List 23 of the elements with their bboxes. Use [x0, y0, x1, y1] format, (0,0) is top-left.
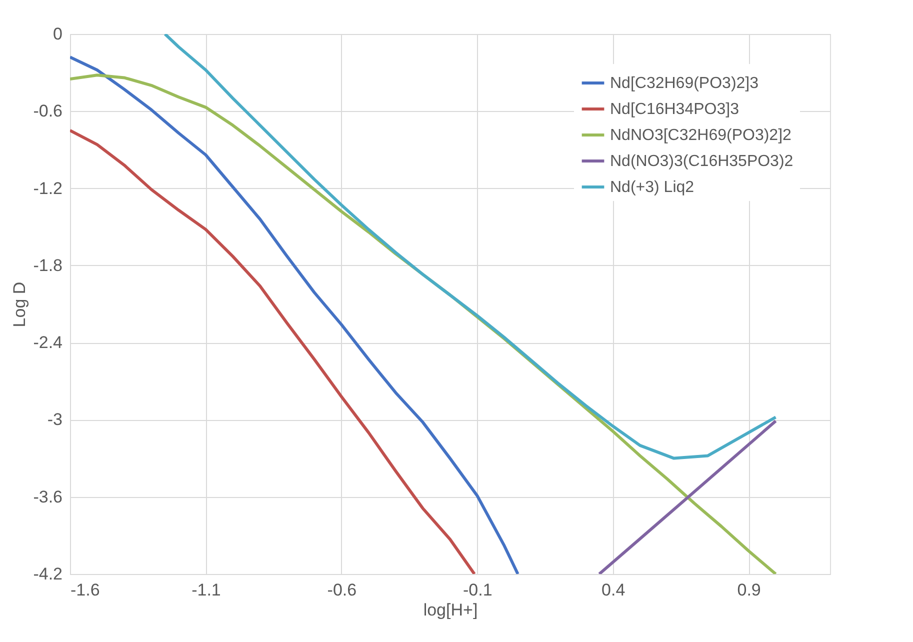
y-tick-label: -1.8	[33, 256, 62, 275]
legend-label: Nd(NO3)3(C16H35PO3)2	[610, 153, 794, 170]
x-tick-label: -0.6	[327, 580, 357, 600]
y-tick-label: -3	[47, 410, 62, 430]
legend-label: NdNO3[C32H69(PO3)2]2	[610, 127, 792, 144]
legend-label: Nd[C16H34PO3]3	[610, 101, 740, 118]
line-series	[70, 56, 520, 574]
y-axis-title: Log D	[10, 282, 30, 328]
line-series	[70, 128, 476, 574]
y-tick-label: -3.6	[33, 487, 62, 506]
x-tick-label: 0.4	[602, 580, 626, 600]
y-tick-label: -1.2	[33, 178, 62, 198]
x-tick-label: -1.6	[70, 580, 100, 600]
x-tick-label: -1.1	[192, 580, 221, 600]
x-tick-label: -0.1	[462, 580, 492, 600]
x-tick-label: 0.9	[737, 580, 761, 600]
legend-label: Nd[C32H69(PO3)2]3	[610, 75, 759, 92]
y-tick-label: -0.6	[33, 102, 62, 121]
y-tick-label: -2.4	[33, 333, 62, 352]
legend-label: Nd(+3) Liq2	[610, 179, 694, 196]
x-axis-title: log[H+]	[423, 600, 478, 620]
y-tick-label: 0	[53, 24, 62, 44]
y-tick-label: -4.2	[33, 564, 62, 584]
